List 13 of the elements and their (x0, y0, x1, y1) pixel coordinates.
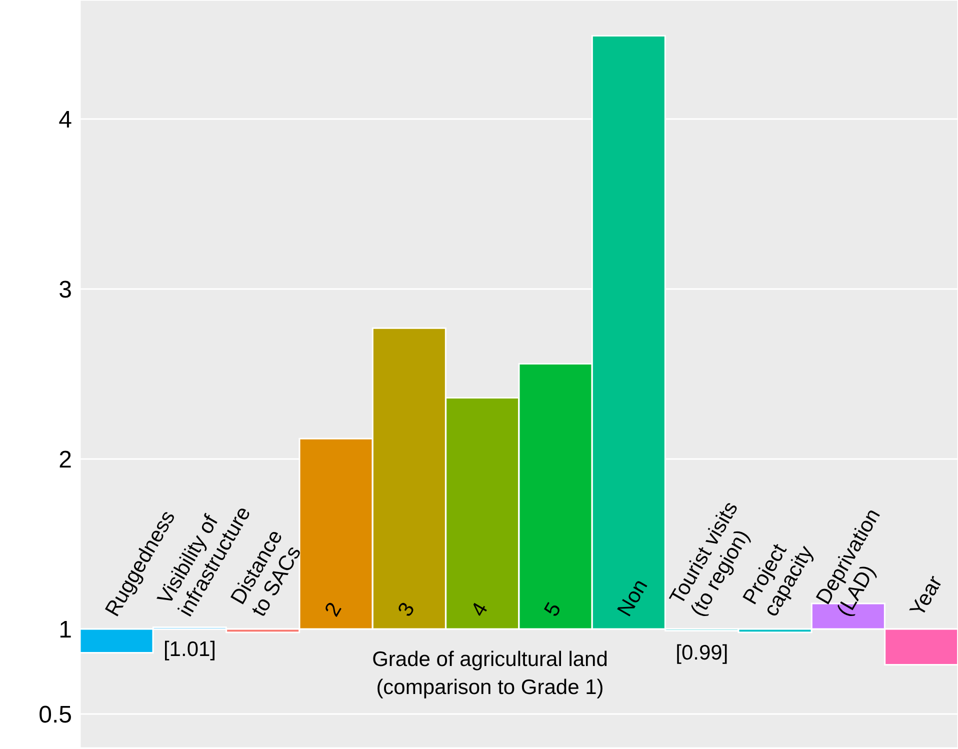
x-tick-label: Non (613, 575, 652, 620)
annotation: [1.01] (163, 638, 216, 662)
x-tick-label: 3 (394, 598, 420, 620)
y-tick-label: 1 (58, 616, 72, 644)
y-tick-label: 3 (58, 276, 72, 304)
y-tick-label: 2 (58, 446, 72, 474)
y-tick-label: 0.5 (38, 702, 72, 729)
x-tick-label: 5 (540, 598, 566, 620)
x-tick-label: 4 (466, 598, 493, 620)
x-tick-label: 2 (320, 598, 346, 620)
annotation: [0.99] (676, 642, 728, 665)
y-tick-label: 4 (58, 106, 72, 134)
annotation: Grade of agricultural land (comparison to Grade 1) (372, 648, 608, 699)
